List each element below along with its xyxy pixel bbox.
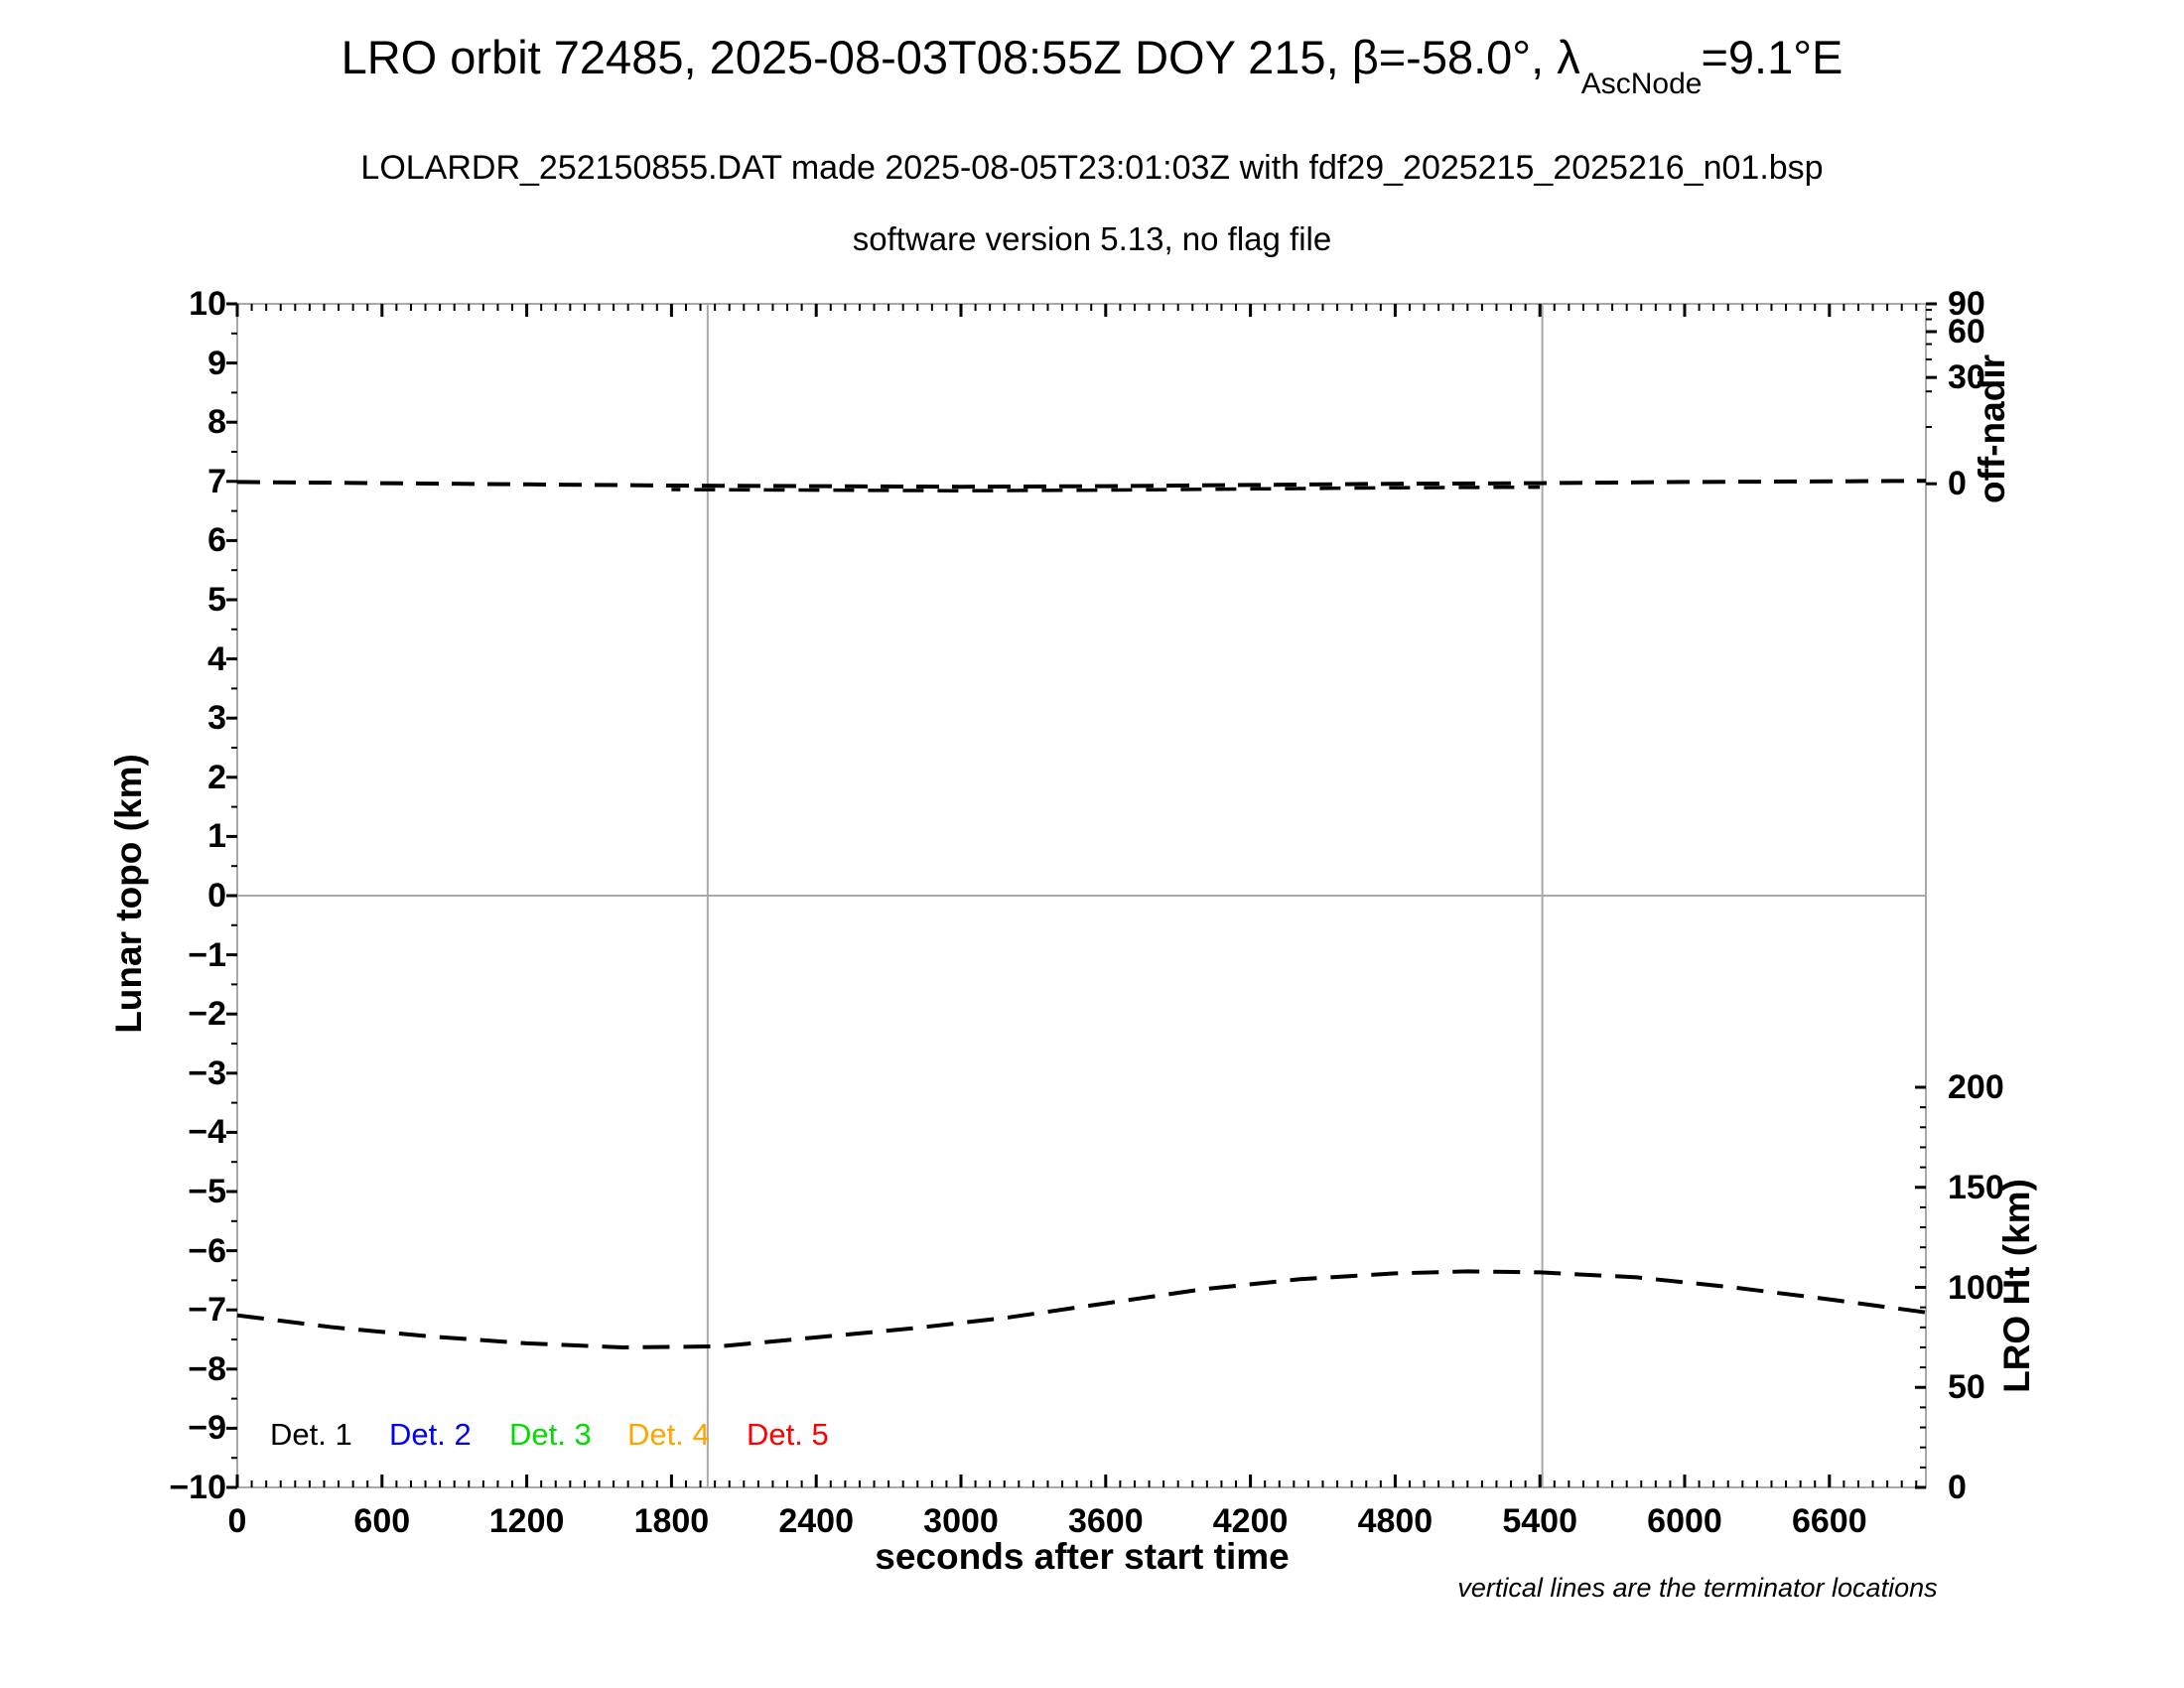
legend-item-det-1: Det. 1 (270, 1417, 352, 1452)
topo-tick-label: 4 (207, 639, 226, 678)
figure-subtitle-file: LOLARDR_252150855.DAT made 2025-08-05T23… (360, 149, 1824, 187)
topo-tick-label: −2 (188, 995, 226, 1034)
topo-tick-label: 8 (207, 403, 226, 442)
topo-tick-label: 0 (207, 877, 226, 914)
topo-tick-label: 7 (207, 462, 226, 500)
lro-ht-tick-label: 0 (1948, 1469, 1967, 1506)
x-tick-label: 600 (353, 1502, 411, 1540)
x-tick-label: 1200 (488, 1502, 565, 1540)
right-lower-axis-title: LRO Ht (km) (1996, 1179, 2037, 1393)
x-axis-title: seconds after start time (875, 1536, 1290, 1577)
lro-ht-tick-label: 50 (1948, 1368, 1985, 1407)
lro-ht-tick-label: 100 (1948, 1268, 2004, 1307)
topo-tick-label: 10 (189, 285, 226, 323)
topo-tick-label: −4 (188, 1113, 226, 1152)
lro-height-curve (236, 1269, 1927, 1349)
topo-tick-label: −6 (188, 1231, 226, 1270)
topo-tick-label: 6 (207, 521, 226, 560)
off-nadir-tick-label: 90 (1948, 285, 1985, 323)
topo-tick-label: 2 (207, 758, 226, 796)
off-nadir-curve (236, 479, 1927, 490)
lro-ht-tick-label: 150 (1948, 1168, 2004, 1206)
right-upper-axis-title: off-nadir (1972, 353, 2012, 504)
figure-title: LRO orbit 72485, 2025-08-03T08:55Z DOY 2… (0, 30, 2184, 100)
off-nadir-tick-label: 30 (1948, 358, 1985, 397)
topo-tick-label: 1 (207, 817, 226, 856)
off-nadir-tick-label: 60 (1948, 313, 1985, 351)
x-tick-label: 5400 (1502, 1502, 1577, 1540)
legend-item-det-5: Det. 5 (747, 1417, 829, 1452)
topo-tick-label: −9 (188, 1409, 226, 1448)
topo-tick-label: −1 (188, 935, 226, 974)
topo-tick-label: −10 (169, 1469, 226, 1506)
x-tick-label: 6000 (1647, 1502, 1722, 1540)
off-nadir-curve-overlap (671, 485, 1541, 492)
figure-title-suffix: =9.1°E (1701, 31, 1843, 83)
topo-tick-label: 3 (207, 699, 226, 738)
off-nadir-tick-label: 0 (1948, 465, 1967, 503)
topo-tick-label: −3 (188, 1054, 226, 1092)
left-axis-title: Lunar topo (km) (108, 754, 149, 1034)
legend-item-det-4: Det. 4 (627, 1417, 710, 1452)
x-tick-label: 3600 (1067, 1502, 1144, 1540)
topo-tick-label: −8 (188, 1349, 226, 1388)
figure-title-main: LRO orbit 72485, 2025-08-03T08:55Z DOY 2… (341, 31, 1580, 83)
figure-subtitle-version: software version 5.13, no flag file (852, 220, 1332, 257)
legend-item-det-3: Det. 3 (509, 1417, 592, 1452)
topo-tick-label: 9 (207, 344, 226, 382)
figure-title-subscript: AscNode (1580, 68, 1703, 101)
lro-ht-tick-label: 200 (1948, 1068, 2004, 1106)
x-tick-label: 4200 (1212, 1502, 1289, 1540)
x-tick-label: 0 (227, 1502, 247, 1540)
topo-tick-label: −7 (188, 1291, 226, 1330)
x-tick-label: 2400 (778, 1502, 854, 1540)
terminator-footnote: vertical lines are the terminator locati… (1457, 1573, 1938, 1603)
legend-item-det-2: Det. 2 (389, 1417, 472, 1452)
topo-tick-label: 5 (207, 581, 226, 619)
topo-tick-label: −5 (188, 1173, 226, 1210)
x-tick-label: 1800 (633, 1502, 710, 1540)
x-tick-label: 4800 (1357, 1502, 1433, 1540)
x-tick-label: 3000 (923, 1502, 999, 1540)
x-tick-label: 6600 (1791, 1502, 1867, 1540)
